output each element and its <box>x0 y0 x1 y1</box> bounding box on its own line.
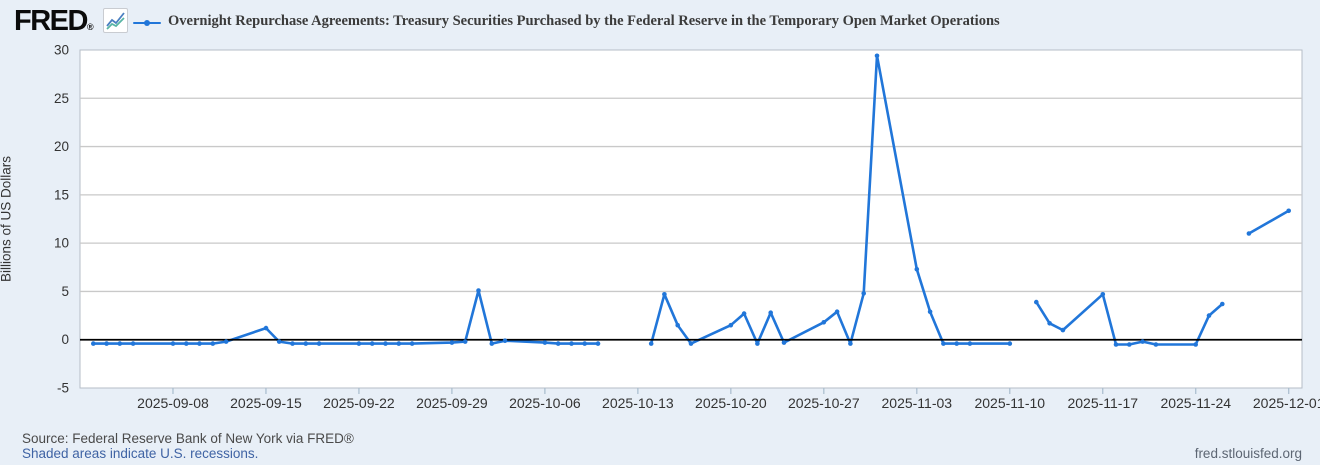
x-tick-label: 2025-10-20 <box>695 395 767 411</box>
y-tick-label: 15 <box>54 187 69 202</box>
data-point-marker <box>741 311 747 316</box>
x-tick-label: 2025-11-10 <box>974 395 1045 411</box>
data-point-marker <box>688 341 694 346</box>
data-point-marker <box>914 266 920 272</box>
data-point-marker <box>834 309 840 315</box>
x-tick-label: 2025-12-01 <box>1253 395 1320 411</box>
data-point-marker <box>1007 341 1013 346</box>
data-point-marker <box>542 340 548 345</box>
data-point-marker <box>1127 342 1132 347</box>
source-note: Source: Federal Reserve Bank of New York… <box>22 431 354 446</box>
data-point-marker <box>316 341 322 346</box>
data-point-marker <box>303 341 309 346</box>
data-point-marker <box>356 341 362 346</box>
data-point-marker <box>130 341 136 346</box>
data-point-marker <box>1113 342 1119 347</box>
series-legend-marker <box>133 20 161 26</box>
data-point-marker <box>489 341 495 346</box>
registered-mark: ® <box>86 22 94 32</box>
data-point-marker <box>449 340 455 345</box>
data-point-marker <box>1100 292 1106 297</box>
y-tick-label: 20 <box>54 139 69 154</box>
data-point-marker <box>954 341 959 346</box>
data-point-marker <box>104 341 109 346</box>
data-point-marker <box>223 339 229 344</box>
data-point-marker <box>1140 339 1145 344</box>
data-point-marker <box>595 341 601 346</box>
plot-area <box>79 49 1303 389</box>
x-tick-label: 2025-09-15 <box>230 395 302 411</box>
chart-title: Overnight Repurchase Agreements: Treasur… <box>168 13 1000 29</box>
data-point-marker <box>276 339 282 344</box>
y-tick-label: -5 <box>57 381 69 396</box>
data-point-marker <box>874 53 880 59</box>
series-line <box>1247 209 1290 235</box>
data-point-marker <box>91 341 96 346</box>
data-point-marker <box>290 341 295 346</box>
chart-header: FRED® Overnight Repurchase Agreements: T… <box>0 0 1320 42</box>
x-tick-label: 2025-11-24 <box>1160 395 1231 411</box>
data-point-marker <box>1193 342 1198 347</box>
data-point-marker <box>1034 299 1039 305</box>
data-point-marker <box>662 292 667 297</box>
fred-site-link[interactable]: fred.stlouisfed.org <box>1194 446 1302 461</box>
data-point-marker <box>755 341 760 346</box>
data-point-marker <box>184 341 189 346</box>
data-point-marker <box>197 341 202 346</box>
x-tick-label: 2025-11-03 <box>882 395 953 411</box>
data-point-marker <box>1206 313 1212 318</box>
data-point-marker <box>383 341 388 346</box>
x-tick-label: 2025-09-22 <box>323 395 395 411</box>
data-point-marker <box>848 341 853 346</box>
data-point-marker <box>582 341 587 346</box>
data-point-marker <box>941 341 946 346</box>
data-point-marker <box>967 341 973 346</box>
data-point-marker <box>861 291 866 296</box>
data-point-marker <box>1153 342 1159 347</box>
x-tick-label: 2025-10-06 <box>509 395 581 411</box>
fred-logo: FRED® <box>14 5 94 37</box>
data-point-marker <box>462 339 468 344</box>
data-point-marker <box>476 288 481 293</box>
fred-chart-icon <box>103 8 128 33</box>
data-point-marker <box>555 341 561 346</box>
data-point-marker <box>210 341 216 346</box>
data-point-marker <box>396 341 402 346</box>
x-tick-label: 2025-11-17 <box>1067 395 1138 411</box>
data-point-marker <box>927 309 933 315</box>
y-tick-label: 30 <box>54 43 69 58</box>
y-tick-label: 0 <box>61 332 69 347</box>
data-point-marker <box>263 325 269 331</box>
data-point-marker <box>1286 208 1291 214</box>
data-point-marker <box>170 341 176 346</box>
data-point-marker <box>675 322 680 328</box>
data-point-marker <box>1220 301 1225 307</box>
data-point-marker <box>1060 327 1066 333</box>
x-tick-label: 2025-10-13 <box>602 395 674 411</box>
data-point-marker <box>369 341 375 346</box>
data-point-marker <box>781 340 787 345</box>
x-tick-label: 2025-10-27 <box>788 395 860 411</box>
data-point-marker <box>1246 231 1252 236</box>
data-point-marker <box>117 341 123 346</box>
data-point-marker <box>728 322 734 328</box>
y-tick-label: 25 <box>54 91 69 106</box>
legend-dot <box>144 20 150 26</box>
x-tick-label: 2025-09-29 <box>416 395 488 411</box>
y-tick-label: 5 <box>61 284 69 299</box>
data-point-marker <box>821 320 827 325</box>
data-point-marker <box>409 341 415 346</box>
data-point-marker <box>569 341 574 346</box>
data-point-marker <box>648 341 654 346</box>
y-tick-label: 10 <box>54 236 69 251</box>
data-point-marker <box>1047 321 1052 326</box>
x-tick-label: 2025-09-08 <box>137 395 209 411</box>
data-point-marker <box>768 310 773 316</box>
recession-note-link[interactable]: Shaded areas indicate U.S. recessions. <box>22 446 259 461</box>
data-point-marker <box>502 338 508 344</box>
